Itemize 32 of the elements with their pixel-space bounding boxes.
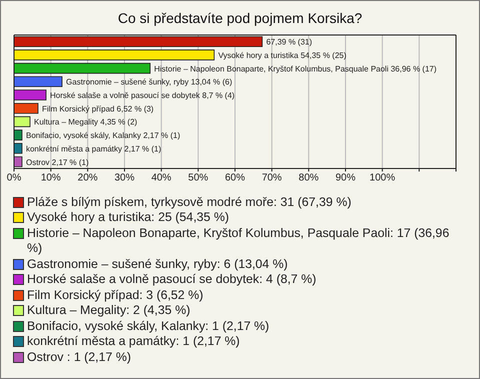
x-tick-label: 70% xyxy=(262,172,282,184)
legend-label: Film Korsický případ: 3 (6,52 %) xyxy=(27,288,204,303)
legend-label: Kultura – Megality: 2 (4,35 %) xyxy=(27,303,190,318)
legend-label: Vysoké hory a turistika: 25 (54,35 %) xyxy=(27,210,230,226)
legend-label: Historie – Napoleon Bonaparte, Kryštof Kolumbus, Pasquale Paoli: 17 (36,96 %) xyxy=(27,226,450,256)
data-label: Vysoké hory a turistika 54,35 % (25) xyxy=(218,50,347,60)
x-tick-label: 40% xyxy=(151,172,172,184)
data-label: Historie – Napoleon Bonaparte, Kryštof Kolumbus, Pasquale Paoli 36,96 % (17) xyxy=(154,64,437,74)
data-label: 67,39 % (31) xyxy=(266,38,312,47)
x-tick-label: 90% xyxy=(335,172,356,184)
data-label: Kultura – Megality 4,35 % (2) xyxy=(34,118,138,127)
data-label: Ostrov 2,17 % (1) xyxy=(26,158,90,167)
x-tick-label: 50% xyxy=(188,172,208,184)
data-label: konkrétní města a památky 2,17 % (1) xyxy=(26,144,162,154)
x-tick-label: 20% xyxy=(78,172,98,184)
x-tick-label: 0% xyxy=(6,172,22,184)
legend-label: Pláže s bílým pískem, tyrkysově modré moře: 31 (67,39 %) xyxy=(27,194,352,210)
x-tick-label: 80% xyxy=(298,172,319,184)
legend-label: Gastronomie – sušené šunky, ryby: 6 (13,04 %) xyxy=(27,256,288,272)
x-tick-label: 100% xyxy=(370,172,396,184)
data-label: Film Korsický případ 6,52 % (3) xyxy=(42,104,154,114)
legend-label: Horské salaše a volně pasoucí se dobytek: 4 (8,7 %) xyxy=(27,272,316,288)
x-tick-label: 60% xyxy=(224,172,246,184)
x-tick-label: 10% xyxy=(40,172,61,184)
data-label: Horské salaše a volně pasoucí se dobytek 8,7 % (4) xyxy=(50,91,235,100)
legend-label: Bonifacio, vysoké skály, Kalanky: 1 (2,17 %) xyxy=(27,318,270,334)
data-label: Bonifacio, vysoké skály, Kalanky 2,17 % (1) xyxy=(26,131,180,140)
x-tick-label: 30% xyxy=(114,172,135,184)
legend-label: Ostrov : 1 (2,17 %) xyxy=(27,350,131,365)
chart-title: Co si představíte pod pojmem Korsika? xyxy=(116,10,364,26)
data-label: Gastronomie – sušené šunky, ryby 13,04 % (6) xyxy=(66,78,233,87)
legend-label: konkrétní města a památky: 1 (2,17 %) xyxy=(27,334,240,350)
